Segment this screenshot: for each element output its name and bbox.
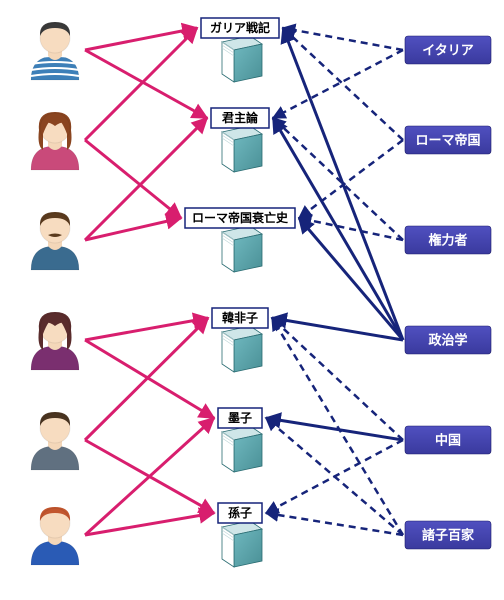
user-avatar <box>31 22 79 80</box>
book-label: 君主論 <box>221 110 259 125</box>
book-node: ガリア戦記 <box>201 18 279 82</box>
book-label: ローマ帝国衰亡史 <box>192 210 289 225</box>
tag-book-edge-dashed <box>272 318 403 535</box>
tag-book-edge-solid <box>272 318 403 340</box>
tag-node: 政治学 <box>405 326 491 354</box>
tag-node: イタリア <box>405 36 491 64</box>
tag-book-edge-solid <box>283 28 403 340</box>
user-avatar <box>31 412 79 470</box>
tag-book-edge-dashed <box>283 28 403 140</box>
book-label: 孫子 <box>228 505 252 520</box>
tag-label: 政治学 <box>428 332 467 347</box>
user-avatar <box>31 312 79 370</box>
tag-label: ローマ帝国 <box>415 132 480 147</box>
book-label: ガリア戦記 <box>210 20 270 35</box>
book-node: 韓非子 <box>212 308 268 372</box>
tag-label: イタリア <box>422 42 473 57</box>
nodes-layer: ガリア戦記君主論ローマ帝国衰亡史韓非子墨子孫子 イタリアローマ帝国権力者政治学中国… <box>31 18 491 567</box>
tag-book-edge-solid <box>273 118 403 340</box>
user-avatar <box>31 212 79 270</box>
book-label: 韓非子 <box>222 310 258 325</box>
book-node: 墨子 <box>218 408 262 472</box>
user-avatar <box>31 112 79 170</box>
user-book-edge <box>85 218 181 240</box>
book-node: 孫子 <box>218 503 262 567</box>
tag-node: 中国 <box>405 426 491 454</box>
user-avatar <box>31 507 79 565</box>
tag-node: ローマ帝国 <box>405 126 491 154</box>
user-book-edge <box>85 140 181 218</box>
user-book-edge <box>85 28 197 140</box>
tag-label: 権力者 <box>428 232 467 247</box>
user-book-edge <box>85 340 214 418</box>
book-label: 墨子 <box>228 411 252 425</box>
book-node: ローマ帝国衰亡史 <box>185 208 295 272</box>
tag-node: 権力者 <box>405 226 491 254</box>
diagram: ガリア戦記君主論ローマ帝国衰亡史韓非子墨子孫子 イタリアローマ帝国権力者政治学中国… <box>0 0 504 600</box>
book-node: 君主論 <box>211 108 269 172</box>
tag-book-edge-dashed <box>273 50 403 118</box>
tag-book-edge-dashed <box>283 28 403 50</box>
user-book-edge <box>85 50 207 118</box>
tag-label: 中国 <box>435 432 461 447</box>
tag-label: 諸子百家 <box>422 527 475 542</box>
tag-node: 諸子百家 <box>405 521 491 549</box>
